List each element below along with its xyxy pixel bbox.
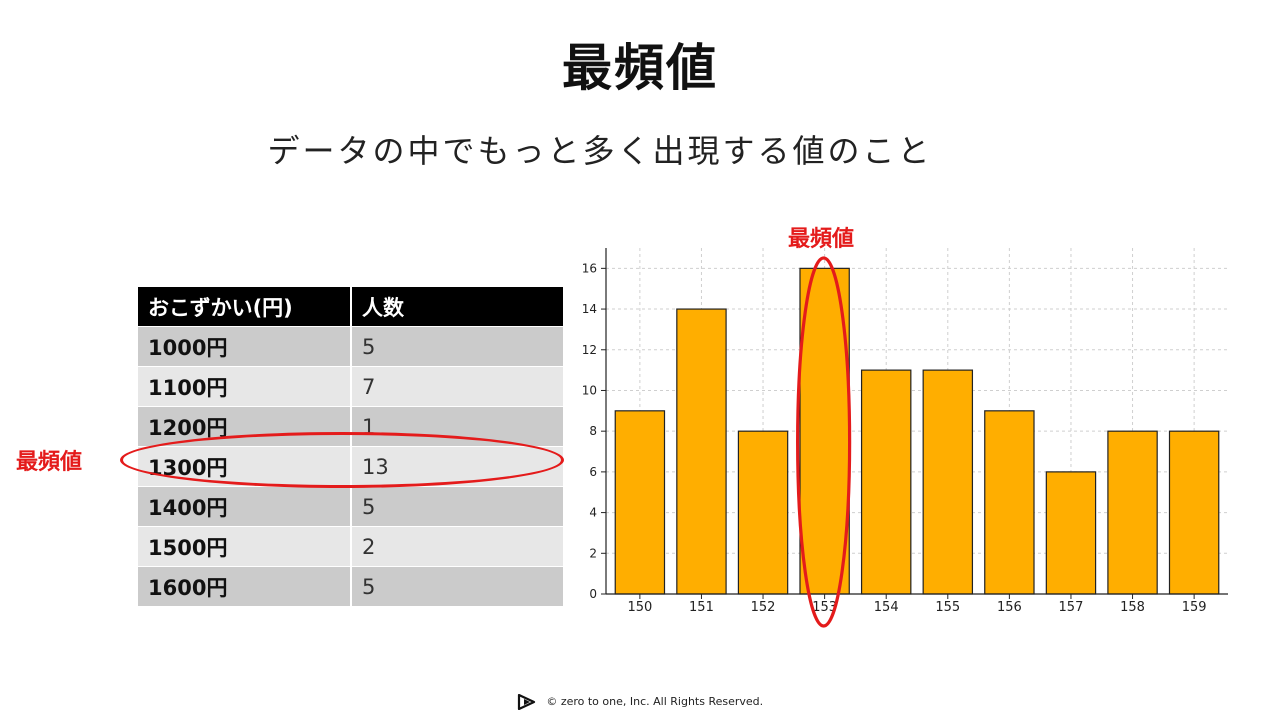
table-cell-allowance: 1400円 bbox=[138, 486, 352, 527]
zero-to-one-logo-icon bbox=[517, 694, 535, 710]
y-tick-label: 8 bbox=[589, 424, 597, 438]
bar-159 bbox=[1168, 430, 1220, 595]
table-header-row: おこずかい(円) 人数 bbox=[138, 287, 565, 327]
table-cell-allowance: 1600円 bbox=[138, 566, 352, 607]
bar-156 bbox=[984, 410, 1035, 595]
x-tick-label: 158 bbox=[1120, 600, 1145, 615]
x-tick-label: 159 bbox=[1182, 600, 1207, 615]
bar-chart: 0 2 4 6 8 10 12 14 16 150 151 152 153 154 155 156 157 158… bbox=[582, 248, 1228, 628]
footer: © zero to one, Inc. All Rights Reserved. bbox=[0, 694, 1280, 710]
bar-150 bbox=[614, 410, 666, 595]
table-row: 1200円 1 bbox=[138, 406, 565, 447]
x-tick-label: 152 bbox=[751, 600, 776, 615]
table-mode-label: 最頻値 bbox=[16, 450, 83, 475]
y-tick-label: 14 bbox=[582, 302, 597, 316]
copyright-text: © zero to one, Inc. All Rights Reserved. bbox=[546, 695, 764, 708]
y-tick-label: 16 bbox=[582, 261, 597, 275]
table-cell-count: 7 bbox=[351, 366, 565, 407]
x-tick-label: 150 bbox=[627, 600, 652, 615]
page-title: 最頻値 bbox=[562, 39, 718, 97]
table-cell-count: 5 bbox=[351, 566, 565, 607]
table-row: 1000円 5 bbox=[138, 326, 565, 367]
table-cell-count: 5 bbox=[351, 326, 565, 367]
y-tick-label: 4 bbox=[589, 506, 597, 520]
y-tick-label: 2 bbox=[589, 546, 597, 560]
bar-155 bbox=[922, 369, 974, 595]
bar-157 bbox=[1045, 471, 1097, 595]
y-tick-label: 0 bbox=[589, 587, 597, 601]
table-header-count: 人数 bbox=[351, 287, 565, 327]
table-cell-allowance: 1000円 bbox=[138, 326, 352, 367]
bar-151 bbox=[676, 308, 727, 595]
table-row: 1500円 2 bbox=[138, 526, 565, 567]
y-tick-label: 6 bbox=[589, 465, 597, 479]
table-cell-count: 5 bbox=[351, 486, 565, 527]
bar-154 bbox=[860, 369, 912, 595]
table-cell-count: 2 bbox=[351, 526, 565, 567]
bar-152 bbox=[737, 430, 789, 595]
table-row: 1400円 5 bbox=[138, 486, 565, 527]
x-tick-label: 153 bbox=[812, 600, 837, 615]
bar-153 bbox=[799, 267, 850, 595]
page-subtitle: データの中でもっと多く出現する値のこと bbox=[267, 132, 933, 170]
x-tick-label: 151 bbox=[689, 600, 714, 615]
x-tick-label: 156 bbox=[997, 600, 1022, 615]
x-tick-label: 157 bbox=[1059, 600, 1084, 615]
y-tick-label: 12 bbox=[582, 343, 597, 357]
table-row: 1100円 7 bbox=[138, 366, 565, 407]
x-tick-label: 154 bbox=[874, 600, 899, 615]
table-cell-allowance: 1500円 bbox=[138, 526, 352, 567]
table-mode-highlight-ellipse bbox=[120, 432, 564, 488]
bar-158 bbox=[1107, 430, 1158, 595]
table-row: 1600円 5 bbox=[138, 566, 565, 607]
table-header-allowance: おこずかい(円) bbox=[138, 287, 352, 327]
x-tick-label: 155 bbox=[935, 600, 960, 615]
table-cell-allowance: 1100円 bbox=[138, 366, 352, 407]
mode-highlight-ellipse bbox=[796, 256, 852, 628]
y-tick-label: 10 bbox=[582, 383, 597, 397]
chart-mode-label: 最頻値 bbox=[788, 227, 855, 252]
